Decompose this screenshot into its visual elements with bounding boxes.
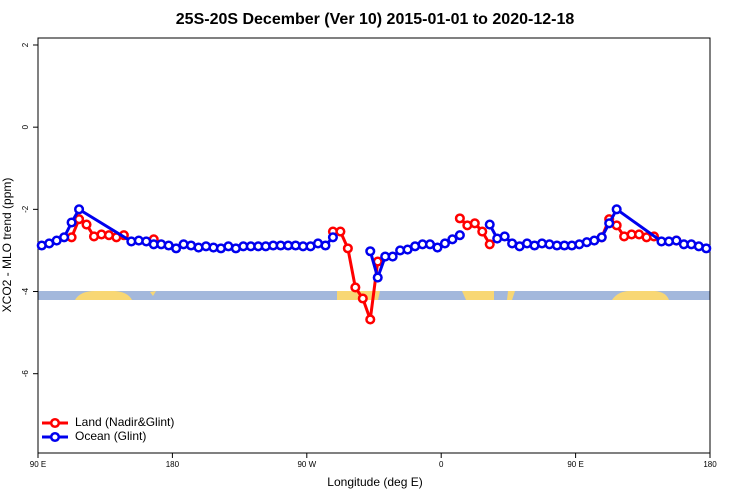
data-point: [454, 230, 465, 241]
data-point: [66, 217, 77, 228]
data-point: [477, 226, 488, 237]
data-point: [439, 238, 450, 249]
data-point: [171, 243, 182, 254]
data-point: [469, 218, 480, 229]
legend-label: Ocean (Glint): [75, 429, 146, 443]
legend-marker: [49, 417, 61, 429]
data-point: [365, 246, 376, 257]
data-point: [447, 234, 458, 245]
y-tick-label: -2: [21, 205, 30, 213]
data-point: [596, 232, 607, 243]
y-axis-label: XCO2 - MLO trend (ppm): [0, 178, 14, 313]
land-strip: [337, 291, 380, 300]
data-point: [357, 293, 368, 304]
x-axis-label: Longitude (deg E): [327, 475, 422, 489]
data-point: [342, 243, 353, 254]
surface-strip: [38, 291, 710, 300]
data-point: [59, 232, 70, 243]
legend-marker: [49, 431, 61, 443]
data-point: [387, 251, 398, 262]
data-point: [604, 218, 615, 229]
data-point: [484, 219, 495, 230]
x-tick-label: 90 E: [567, 460, 583, 469]
data-point: [701, 243, 712, 254]
data-point: [432, 242, 443, 253]
data-point: [327, 232, 338, 243]
data-point: [81, 219, 92, 230]
land-strip: [150, 291, 156, 296]
x-tick-label: 0: [439, 460, 444, 469]
chart-title: 25S-20S December (Ver 10) 2015-01-01 to …: [176, 11, 575, 28]
y-tick-label: 2: [21, 42, 30, 47]
x-tick-label: 180: [703, 460, 717, 469]
legend-label: Land (Nadir&Glint): [75, 415, 174, 429]
x-tick-label: 90 E: [30, 460, 46, 469]
land-strip: [507, 291, 515, 300]
data-point: [671, 235, 682, 246]
land-strip: [462, 291, 494, 300]
data-point: [499, 231, 510, 242]
y-tick-label: -4: [21, 287, 30, 295]
data-point: [350, 282, 361, 293]
data-point: [454, 213, 465, 224]
data-point: [484, 239, 495, 250]
land-strip: [612, 291, 669, 300]
data-point: [335, 226, 346, 237]
data-point: [611, 204, 622, 215]
data-point: [74, 204, 85, 215]
data-point: [365, 314, 376, 325]
y-tick-label: -6: [21, 370, 30, 378]
data-point: [320, 240, 331, 251]
y-tick-label: 0: [21, 124, 30, 129]
land-strip: [75, 291, 132, 300]
data-point: [372, 272, 383, 283]
x-tick-label: 90 W: [297, 460, 316, 469]
x-tick-label: 180: [166, 460, 180, 469]
